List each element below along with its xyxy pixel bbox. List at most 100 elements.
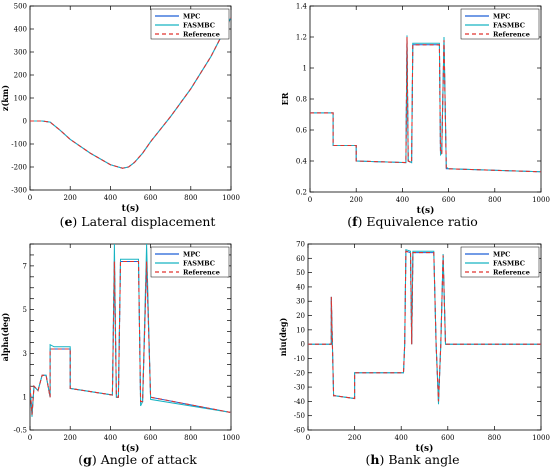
legend-label: MPC [493, 13, 510, 21]
caption-f: (f) Equivalence ratio [347, 214, 478, 229]
x-tick-label: 0 [28, 434, 32, 442]
y-tick-label: 5 [23, 306, 27, 314]
caption-h: (h) Bank angle [365, 452, 460, 467]
x-axis-label: t(s) [122, 203, 140, 214]
y-axis-label: z(km) [0, 85, 10, 111]
x-axis-label: t(s) [416, 443, 434, 454]
x-tick-label: 600 [144, 194, 157, 202]
x-tick-label: 200 [64, 194, 77, 202]
caption-e: (e) Lateral displacement [59, 214, 216, 229]
y-tick-label: 7 [23, 262, 27, 270]
x-tick-label: 600 [144, 434, 157, 442]
y-tick-label: 0.2 [296, 189, 307, 197]
x-tick-label: 400 [104, 194, 117, 202]
y-tick-label: -50 [294, 412, 305, 420]
y-tick-label: 100 [14, 95, 27, 103]
x-axis-label: t(s) [122, 443, 140, 454]
y-tick-label: 1 [23, 394, 27, 402]
y-tick-label: 70 [296, 241, 305, 249]
y-tick-label: -10 [294, 355, 305, 363]
legend-label: MPC [493, 251, 510, 259]
x-tick-label: 600 [441, 434, 454, 442]
x-tick-label: 1000 [222, 434, 240, 442]
x-tick-label: 1000 [532, 434, 550, 442]
legend-label: MPC [183, 251, 200, 259]
chart-2: 0 200 400 600 800 1000 -0.5 1 3 5 7 t(s) alpha(deg) M… [0, 243, 240, 454]
series-reference [30, 260, 231, 415]
series-mpc [30, 17, 231, 169]
x-tick-label: 800 [488, 434, 501, 442]
y-tick-label: -300 [11, 187, 27, 195]
y-tick-label: -40 [294, 398, 305, 406]
y-tick-label: 60 [296, 255, 305, 263]
legend-label: Reference [493, 269, 530, 277]
y-tick-label: 40 [296, 283, 305, 291]
series-reference [30, 17, 231, 169]
series-fasmbc [30, 17, 231, 169]
y-axis-label: niu(deg) [278, 318, 288, 357]
plot-frame [307, 243, 542, 431]
x-tick-label: 200 [348, 434, 361, 442]
y-tick-label: 1.4 [296, 3, 308, 11]
y-axis-label: alpha(deg) [0, 312, 10, 361]
legend-label: FASMBC [183, 22, 215, 30]
y-tick-label: 500 [14, 3, 27, 11]
y-tick-label: -200 [11, 164, 27, 172]
x-tick-label: 1000 [222, 194, 240, 202]
x-tick-label: 400 [104, 434, 117, 442]
y-tick-label: 200 [14, 72, 27, 80]
x-tick-label: 0 [306, 434, 310, 442]
legend-label: Reference [183, 31, 220, 39]
y-tick-label: 400 [14, 26, 27, 34]
y-tick-label: 0.4 [296, 158, 308, 166]
plot-frame [29, 243, 232, 431]
series-reference [308, 250, 541, 402]
y-tick-label: 20 [296, 312, 305, 320]
y-tick-label: -20 [294, 369, 305, 377]
y-tick-label: 0 [301, 341, 305, 349]
x-tick-label: 200 [64, 434, 77, 442]
x-axis-label: t(s) [417, 205, 435, 216]
x-tick-label: 0 [28, 194, 32, 202]
x-tick-label: 400 [395, 434, 408, 442]
y-tick-label: -0.5 [14, 427, 28, 435]
x-tick-label: 400 [396, 196, 409, 204]
chart-3: 0 200 400 600 800 1000 -60 -50 -40 -30 -20 -10 0 10 20… [278, 241, 550, 455]
x-tick-label: 0 [308, 196, 312, 204]
series-reference [310, 36, 541, 173]
y-tick-label: -30 [294, 384, 305, 392]
y-tick-label: 0.6 [296, 127, 308, 135]
y-tick-label: 30 [296, 298, 305, 306]
y-tick-label: 3 [23, 350, 27, 358]
x-tick-label: 1000 [532, 196, 550, 204]
y-axis-label: ER [280, 92, 290, 105]
legend-label: FASMBC [183, 260, 215, 268]
y-tick-label: 1 [303, 65, 307, 73]
caption-g: (g) Angle of attack [78, 452, 197, 467]
series-fasmbc [310, 35, 541, 173]
x-tick-label: 800 [184, 434, 197, 442]
y-tick-label: -60 [294, 427, 305, 435]
x-tick-label: 200 [350, 196, 363, 204]
legend-label: Reference [493, 31, 530, 39]
y-tick-label: 50 [296, 269, 305, 277]
legend-label: Reference [183, 269, 220, 277]
x-tick-label: 600 [442, 196, 455, 204]
y-tick-label: -100 [11, 141, 27, 149]
legend-label: FASMBC [493, 22, 525, 30]
y-tick-label: 0.8 [296, 96, 307, 104]
chart-1: 0 200 400 600 800 1000 0.2 0.4 0.6 0.8 1 1.2 1.4 t(s)… [280, 3, 550, 217]
x-tick-label: 800 [184, 194, 197, 202]
series-mpc [310, 36, 541, 173]
y-tick-label: 300 [14, 49, 27, 57]
y-tick-label: 0 [23, 118, 27, 126]
series-mpc [30, 261, 231, 415]
x-tick-label: 800 [488, 196, 501, 204]
y-tick-label: 10 [296, 326, 305, 334]
y-tick-label: 1.2 [296, 34, 307, 42]
